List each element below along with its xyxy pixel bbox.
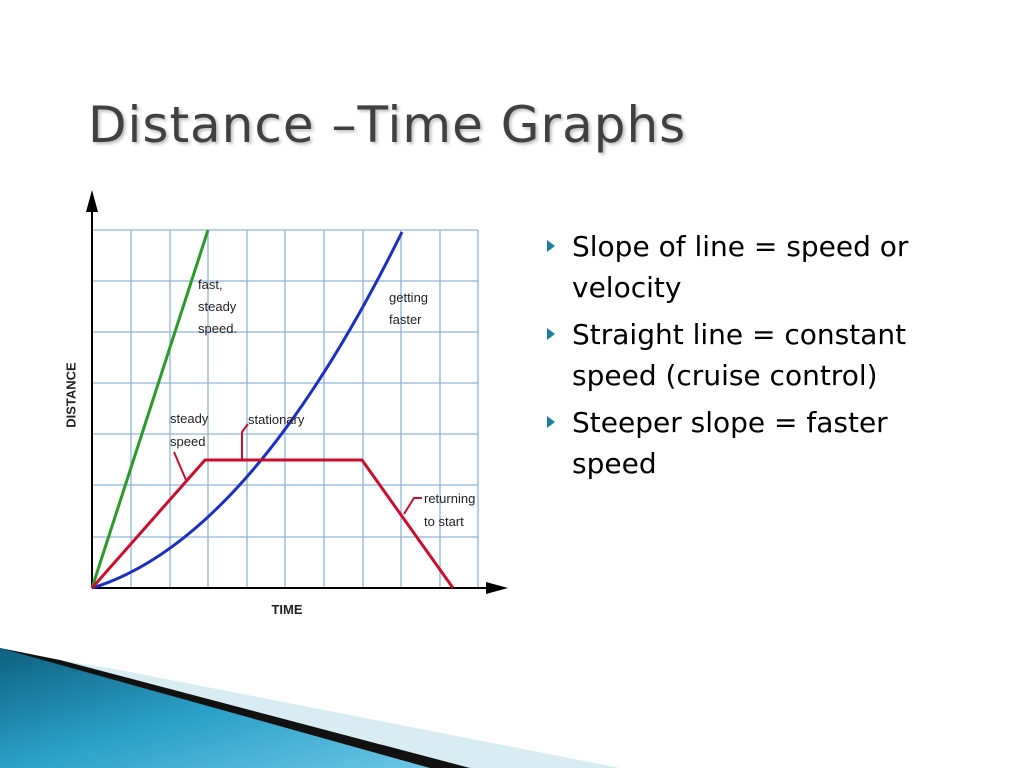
y-arrow <box>86 190 98 212</box>
annotation: getting <box>389 290 428 305</box>
annotation: stationary <box>248 412 305 427</box>
annotation: returning <box>424 491 475 506</box>
y-axis-label: DISTANCE <box>63 362 78 428</box>
leaders <box>173 423 422 515</box>
annotation: steady <box>170 411 209 426</box>
axes <box>91 210 488 589</box>
annotation: to start <box>424 514 464 529</box>
decor-stripe <box>0 648 470 768</box>
bullet: Slope of line = speed or velocity <box>545 226 932 308</box>
annotation: speed. <box>198 321 237 336</box>
annotation: steady <box>198 299 237 314</box>
fast-line <box>90 229 210 589</box>
grid <box>92 229 479 588</box>
x-axis-label: TIME <box>271 602 302 617</box>
x-arrow <box>486 582 508 594</box>
annotation: faster <box>389 312 422 327</box>
decor-wave <box>0 648 430 768</box>
slide-title: Distance –Time Graphs <box>88 96 687 154</box>
bullet: Steeper slope = faster speed <box>545 402 932 484</box>
annotation: fast, <box>198 277 223 292</box>
bullet-list: Slope of line = speed or velocity Straig… <box>545 226 945 490</box>
accelerating-curve <box>91 231 404 590</box>
stop-line <box>90 458 455 589</box>
bullet: Straight line = constant speed (cruise c… <box>545 314 932 396</box>
annotation: speed <box>170 434 205 449</box>
